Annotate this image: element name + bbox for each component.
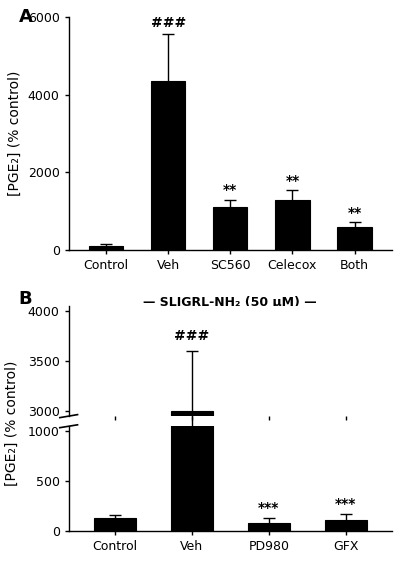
Text: **: ** <box>223 183 238 197</box>
Bar <box>213 207 247 250</box>
Bar <box>94 518 136 531</box>
Text: ###: ### <box>174 329 209 343</box>
Bar <box>337 226 372 250</box>
Bar <box>151 81 185 250</box>
Bar <box>324 520 367 531</box>
Text: ***: *** <box>335 497 356 511</box>
Text: ***: *** <box>258 501 280 515</box>
Text: **: ** <box>285 174 299 188</box>
Y-axis label: [PGE₂] (% control): [PGE₂] (% control) <box>8 71 22 196</box>
Text: A: A <box>19 7 32 25</box>
Y-axis label: [PGE₂] (% control): [PGE₂] (% control) <box>4 361 19 487</box>
Bar <box>170 411 213 562</box>
Text: ###: ### <box>151 16 186 30</box>
Bar <box>89 246 123 250</box>
Bar <box>276 200 309 250</box>
Text: — SLIGRL-NH₂ (50 μM) —: — SLIGRL-NH₂ (50 μM) — <box>143 296 317 309</box>
Text: **: ** <box>347 206 362 220</box>
Bar <box>170 232 213 531</box>
Text: B: B <box>19 290 32 308</box>
Bar <box>248 523 290 531</box>
